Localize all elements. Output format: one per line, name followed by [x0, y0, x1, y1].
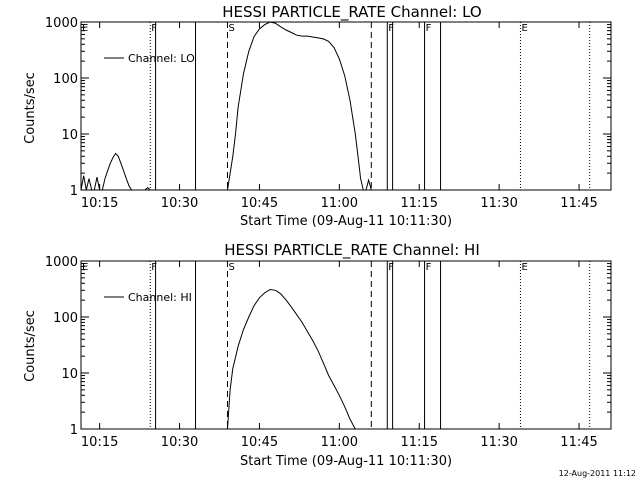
x-tick-label-lo-4: 11:15 [401, 196, 438, 211]
x-tick-label-hi-4: 11:15 [401, 435, 438, 450]
legend-label-hi: Channel: HI [128, 291, 192, 304]
y-tick-label-lo-3: 1000 [45, 16, 78, 31]
series-hi [227, 288, 356, 430]
chart-title-lo: HESSI PARTICLE_RATE Channel: LO [222, 3, 481, 22]
plot-frame-hi [80, 260, 612, 430]
x-axis-label-hi: Start Time (09-Aug-11 10:11:30) [240, 454, 452, 469]
x-tick-label-lo-5: 11:30 [480, 196, 517, 211]
y-tick-label-lo-0: 1 [70, 184, 78, 199]
y-tick-label-hi-1: 10 [61, 367, 78, 382]
x-axis-label-lo: Start Time (09-Aug-11 10:11:30) [240, 214, 452, 229]
x-tick-label-lo-1: 10:30 [161, 196, 198, 211]
x-tick-label-lo-2: 10:45 [241, 196, 278, 211]
ticks-lo: 10:15 10:30 10:45 11:00 11:15 11:30 11:45 1 10 10… [45, 16, 611, 211]
x-tick-label-hi-6: 11:45 [560, 435, 597, 450]
series-line-hi-0 [227, 288, 356, 430]
y-tick-label-lo-2: 100 [53, 72, 78, 87]
series-lo [80, 21, 372, 191]
marker-label-lo-6: F [388, 23, 394, 34]
y-axis-label-lo: Counts/sec [23, 72, 38, 144]
x-tick-label-lo-3: 11:00 [321, 196, 358, 211]
y-tick-label-lo-1: 10 [61, 128, 78, 143]
marker-label-hi-1: F [151, 262, 157, 273]
marker-label-hi-6: F [388, 262, 394, 273]
timestamp-stamp: 12-Aug-2011 11:12 [559, 469, 636, 478]
x-tick-label-hi-3: 11:00 [321, 435, 358, 450]
chart-lo: HESSI PARTICLE_RATE Channel: LO Start Ti… [23, 3, 612, 229]
marker-label-hi-0: E [82, 262, 88, 273]
legend-hi: Channel: HI [104, 291, 192, 304]
x-tick-label-lo-6: 11:45 [560, 196, 597, 211]
marker-label-hi-4: S [228, 262, 234, 273]
x-tick-label-lo-0: 10:15 [81, 196, 118, 211]
chart-hi: HESSI PARTICLE_RATE Channel: HI Start Ti… [23, 241, 612, 469]
marker-label-lo-4: S [228, 23, 234, 34]
x-tick-label-hi-1: 10:30 [161, 435, 198, 450]
chart-title-hi: HESSI PARTICLE_RATE Channel: HI [224, 241, 480, 260]
marker-label-hi-8: F [426, 262, 432, 273]
marker-label-lo-10: E [521, 23, 527, 34]
y-axis-label-hi: Counts/sec [23, 310, 38, 382]
x-tick-label-hi-5: 11:30 [480, 435, 517, 450]
y-tick-label-hi-3: 1000 [45, 255, 78, 270]
x-tick-label-hi-0: 10:15 [81, 435, 118, 450]
series-line-lo-0 [80, 21, 372, 191]
legend-label-lo: Channel: LO [128, 52, 195, 65]
marker-label-lo-8: F [426, 23, 432, 34]
y-tick-label-hi-0: 1 [70, 423, 78, 438]
legend-lo: Channel: LO [104, 52, 195, 65]
ticks-hi: 10:15 10:30 10:45 11:00 11:15 11:30 11:45 1 10 10… [45, 255, 611, 450]
marker-label-hi-10: E [521, 262, 527, 273]
x-tick-label-hi-2: 10:45 [241, 435, 278, 450]
y-tick-label-hi-2: 100 [53, 311, 78, 326]
marker-label-lo-0: E [82, 23, 88, 34]
marker-label-lo-1: F [151, 23, 157, 34]
plot-frame-lo [80, 21, 612, 191]
